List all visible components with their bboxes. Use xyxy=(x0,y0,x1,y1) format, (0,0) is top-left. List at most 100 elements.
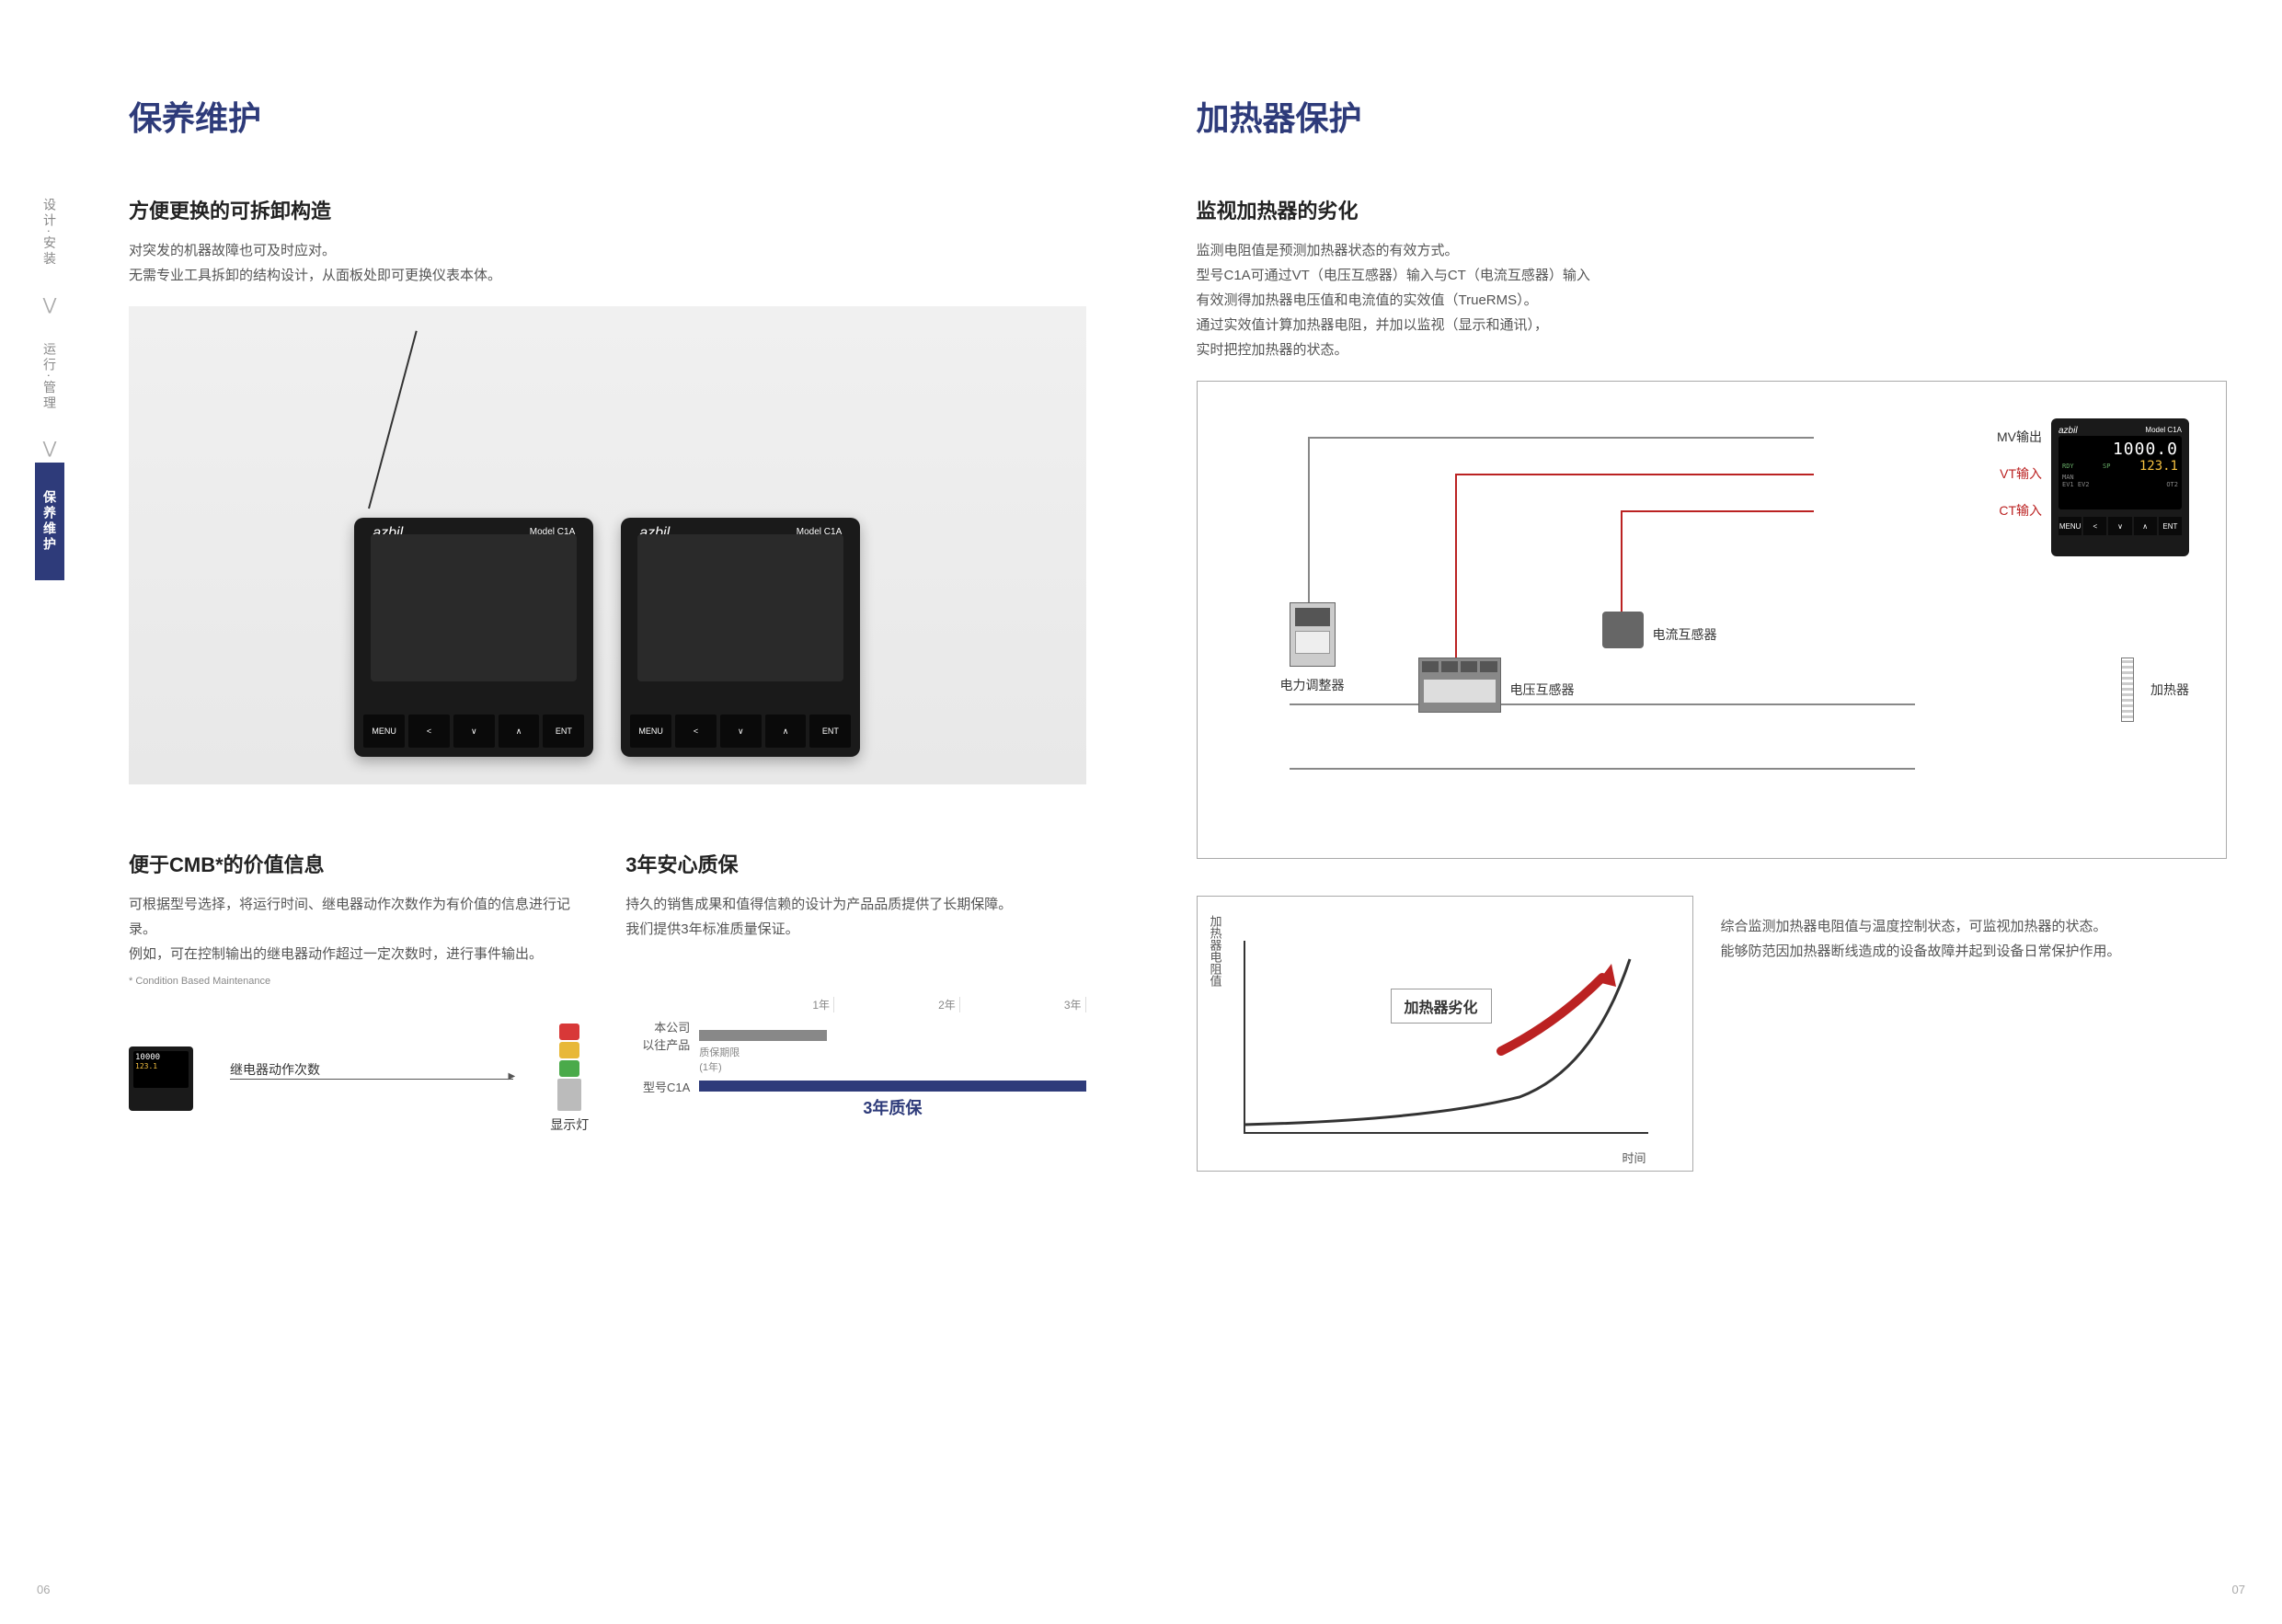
right-page: 加热器保护 监视加热器的劣化 监测电阻值是预测加热器状态的有效方式。 型号C1A… xyxy=(1141,0,2282,1624)
page-title-right: 加热器保护 xyxy=(1197,92,2228,140)
device-right: azbil Model C1A MENU < ∨ ∧ ENT xyxy=(621,518,860,757)
mini-line2: 123.1 xyxy=(135,1062,187,1070)
down-button: ∨ xyxy=(720,715,762,748)
ctrl-line2: 123.1 xyxy=(2139,459,2178,474)
current-transformer-label: 电流互感器 xyxy=(1653,625,1717,644)
wire-ct-down xyxy=(1621,510,1623,621)
degradation-label: 加热器劣化 xyxy=(1391,989,1492,1024)
ct-in-label: CT输入 xyxy=(1999,501,2042,520)
timeline-label-new: 型号C1A xyxy=(625,1078,699,1095)
removable-title: 方便更换的可拆卸构造 xyxy=(129,195,1086,224)
cmb-arrow-section: 继电器动作次数 xyxy=(230,1060,513,1080)
ctrl-sp: SP xyxy=(2103,463,2110,470)
chart-aside: 综合监测加热器电阻值与温度控制状态，可监视加热器的状态。 能够防范因加热器断线造… xyxy=(1721,896,2228,1172)
relay-label: 继电器动作次数 xyxy=(230,1060,513,1079)
cmb-title: 便于CMB*的价值信息 xyxy=(129,849,589,878)
wire-ct xyxy=(1621,510,1814,512)
product-photo: azbil Model C1A MENU < ∨ ∧ ENT azbil xyxy=(129,306,1086,784)
nav-item-design: 设计·安装 xyxy=(40,175,59,291)
voltage-transformer-label: 电压互感器 xyxy=(1510,680,1575,699)
ctrl-menu: MENU xyxy=(2058,517,2081,535)
arrow-icon xyxy=(230,1079,513,1080)
year-2: 2年 xyxy=(834,997,960,1012)
bottom-columns: 便于CMB*的价值信息 可根据型号选择，将运行时间、继电器动作次数作为有价值的信… xyxy=(129,849,1086,1134)
cmb-text1: 可根据型号选择，将运行时间、继电器动作次数作为有价值的信息进行记录。 xyxy=(129,892,589,942)
menu-button: MENU xyxy=(363,715,405,748)
year-3: 3年 xyxy=(960,997,1086,1012)
tower-light-icon xyxy=(556,1024,583,1111)
monitor-title: 监视加热器的劣化 xyxy=(1197,195,2228,224)
wire-vt-down xyxy=(1455,474,1457,667)
year-1: 1年 xyxy=(708,997,834,1012)
section-removable: 方便更换的可拆卸构造 对突发的机器故障也可及时应对。 无需专业工具拆卸的结构设计… xyxy=(129,195,1086,784)
page-number-right: 07 xyxy=(2232,1583,2245,1596)
side-nav: 设计·安装 ⋁ 运行·管理 ⋁ 保养维护 xyxy=(37,175,63,580)
page-spread: 设计·安装 ⋁ 运行·管理 ⋁ 保养维护 保养维护 方便更换的可拆卸构造 对突发… xyxy=(0,0,2282,1624)
warranty-timeline: 1年 2年 3年 本公司 以往产品 质保期限 (1年) 型 xyxy=(625,997,1085,1100)
timeline-row-new: 型号C1A 3年质保 xyxy=(625,1072,1085,1100)
cmb-diagram: 10000 123.1 继电器动作次数 xyxy=(129,1005,589,1134)
aside-line1: 综合监测加热器电阻值与温度控制状态，可监视加热器的状态。 xyxy=(1721,914,2228,939)
page-title-left: 保养维护 xyxy=(129,92,1086,140)
ctrl-down: ∨ xyxy=(2108,517,2131,535)
wire-mv xyxy=(1308,437,1814,439)
monitor-line3: 有效测得加热器电压值和电流值的实效值（TrueRMS）。 xyxy=(1197,288,2228,313)
ctrl-line1: 1000.0 xyxy=(2062,440,2178,459)
voltage-transformer-icon xyxy=(1418,658,1501,713)
degradation-chart: 加热器电阻值 时间 加热器劣化 xyxy=(1197,896,1693,1172)
warranty-text2: 我们提供3年标准质量保证。 xyxy=(625,917,1085,942)
warranty-column: 3年安心质保 持久的销售成果和值得信赖的设计为产品品质提供了长期保障。 我们提供… xyxy=(625,849,1085,1134)
warranty-title: 3年安心质保 xyxy=(625,849,1085,878)
down-button: ∨ xyxy=(453,715,495,748)
light-base xyxy=(557,1079,581,1111)
monitor-line4: 通过实效值计算加热器电阻，并加以监视（显示和通讯）， xyxy=(1197,313,2228,337)
cmb-footnote: * Condition Based Maintenance xyxy=(129,976,589,987)
wire-bus1 xyxy=(1290,703,1915,705)
tower-section: 显示灯 xyxy=(550,1005,589,1134)
mini-screen: 10000 123.1 xyxy=(133,1051,189,1088)
cmb-text2: 例如，可在控制输出的继电器动作超过一定次数时，进行事件输出。 xyxy=(129,942,589,966)
degradation-section: 加热器电阻值 时间 加热器劣化 综合监测加热器电阻值与温度控制状态，可监视加热器… xyxy=(1197,896,2228,1172)
ctrl-model: Model C1A xyxy=(2145,426,2182,436)
chart-ylabel: 加热器电阻值 xyxy=(1207,915,1224,987)
mini-line1: 10000 xyxy=(135,1053,187,1062)
timeline-sub-new: 3年质保 xyxy=(699,1095,1085,1119)
power-regulator-label: 电力调整器 xyxy=(1280,676,1345,694)
timeline-label-old: 本公司 以往产品 xyxy=(625,1018,699,1053)
aside-line2: 能够防范因加热器断线造成的设备故障并起到设备日常保护作用。 xyxy=(1721,939,2228,964)
device-left: azbil Model C1A MENU < ∨ ∧ ENT xyxy=(354,518,593,757)
heater-icon xyxy=(2121,658,2134,722)
lamp-label: 显示灯 xyxy=(550,1115,589,1134)
ctrl-rdy: RDY xyxy=(2062,463,2074,470)
timeline-row-old: 本公司 以往产品 质保期限 (1年) xyxy=(625,1022,1085,1049)
ctrl-screen: 1000.0 RDY SP 123.1 MAN EV1 EV2 OT2 xyxy=(2058,436,2182,509)
device-buttons: MENU < ∨ ∧ ENT xyxy=(363,715,584,748)
timeline-bar-old xyxy=(699,1030,827,1041)
wiring-diagram: azbil Model C1A 1000.0 RDY SP 123.1 MAN … xyxy=(1197,381,2228,859)
ctrl-ot: OT2 xyxy=(2166,481,2178,488)
cmb-column: 便于CMB*的价值信息 可根据型号选择，将运行时间、继电器动作次数作为有价值的信… xyxy=(129,849,589,1134)
warranty-text1: 持久的销售成果和值得信赖的设计为产品品质提供了长期保障。 xyxy=(625,892,1085,917)
current-transformer-icon xyxy=(1602,612,1644,648)
up-button: ∧ xyxy=(499,715,540,748)
left-page: 设计·安装 ⋁ 运行·管理 ⋁ 保养维护 保养维护 方便更换的可拆卸构造 对突发… xyxy=(0,0,1141,1624)
ent-button: ENT xyxy=(809,715,851,748)
timeline-bar-area: 质保期限 (1年) xyxy=(699,1030,1085,1041)
back-button: < xyxy=(675,715,717,748)
removable-text1: 对突发的机器故障也可及时应对。 xyxy=(129,238,1086,263)
menu-button: MENU xyxy=(630,715,671,748)
nav-item-maintenance: 保养维护 xyxy=(35,463,64,580)
controller-device: azbil Model C1A 1000.0 RDY SP 123.1 MAN … xyxy=(2051,418,2189,556)
ctrl-up: ∧ xyxy=(2134,517,2157,535)
diagram-inner: azbil Model C1A 1000.0 RDY SP 123.1 MAN … xyxy=(1234,418,2190,821)
wire-bus2 xyxy=(1290,768,1915,770)
monitor-line1: 监测电阻值是预测加热器状态的有效方式。 xyxy=(1197,238,2228,263)
light-red xyxy=(559,1024,579,1040)
chart-xlabel: 时间 xyxy=(1622,1149,1646,1166)
heater-label: 加热器 xyxy=(2150,680,2189,699)
device-buttons: MENU < ∨ ∧ ENT xyxy=(630,715,851,748)
ctrl-ent: ENT xyxy=(2159,517,2182,535)
nav-item-operation: 运行·管理 xyxy=(40,319,59,435)
chevron-down-icon: ⋁ xyxy=(43,295,57,315)
monitor-line2: 型号C1A可通过VT（电压互感器）输入与CT（电流互感器）输入 xyxy=(1197,263,2228,288)
